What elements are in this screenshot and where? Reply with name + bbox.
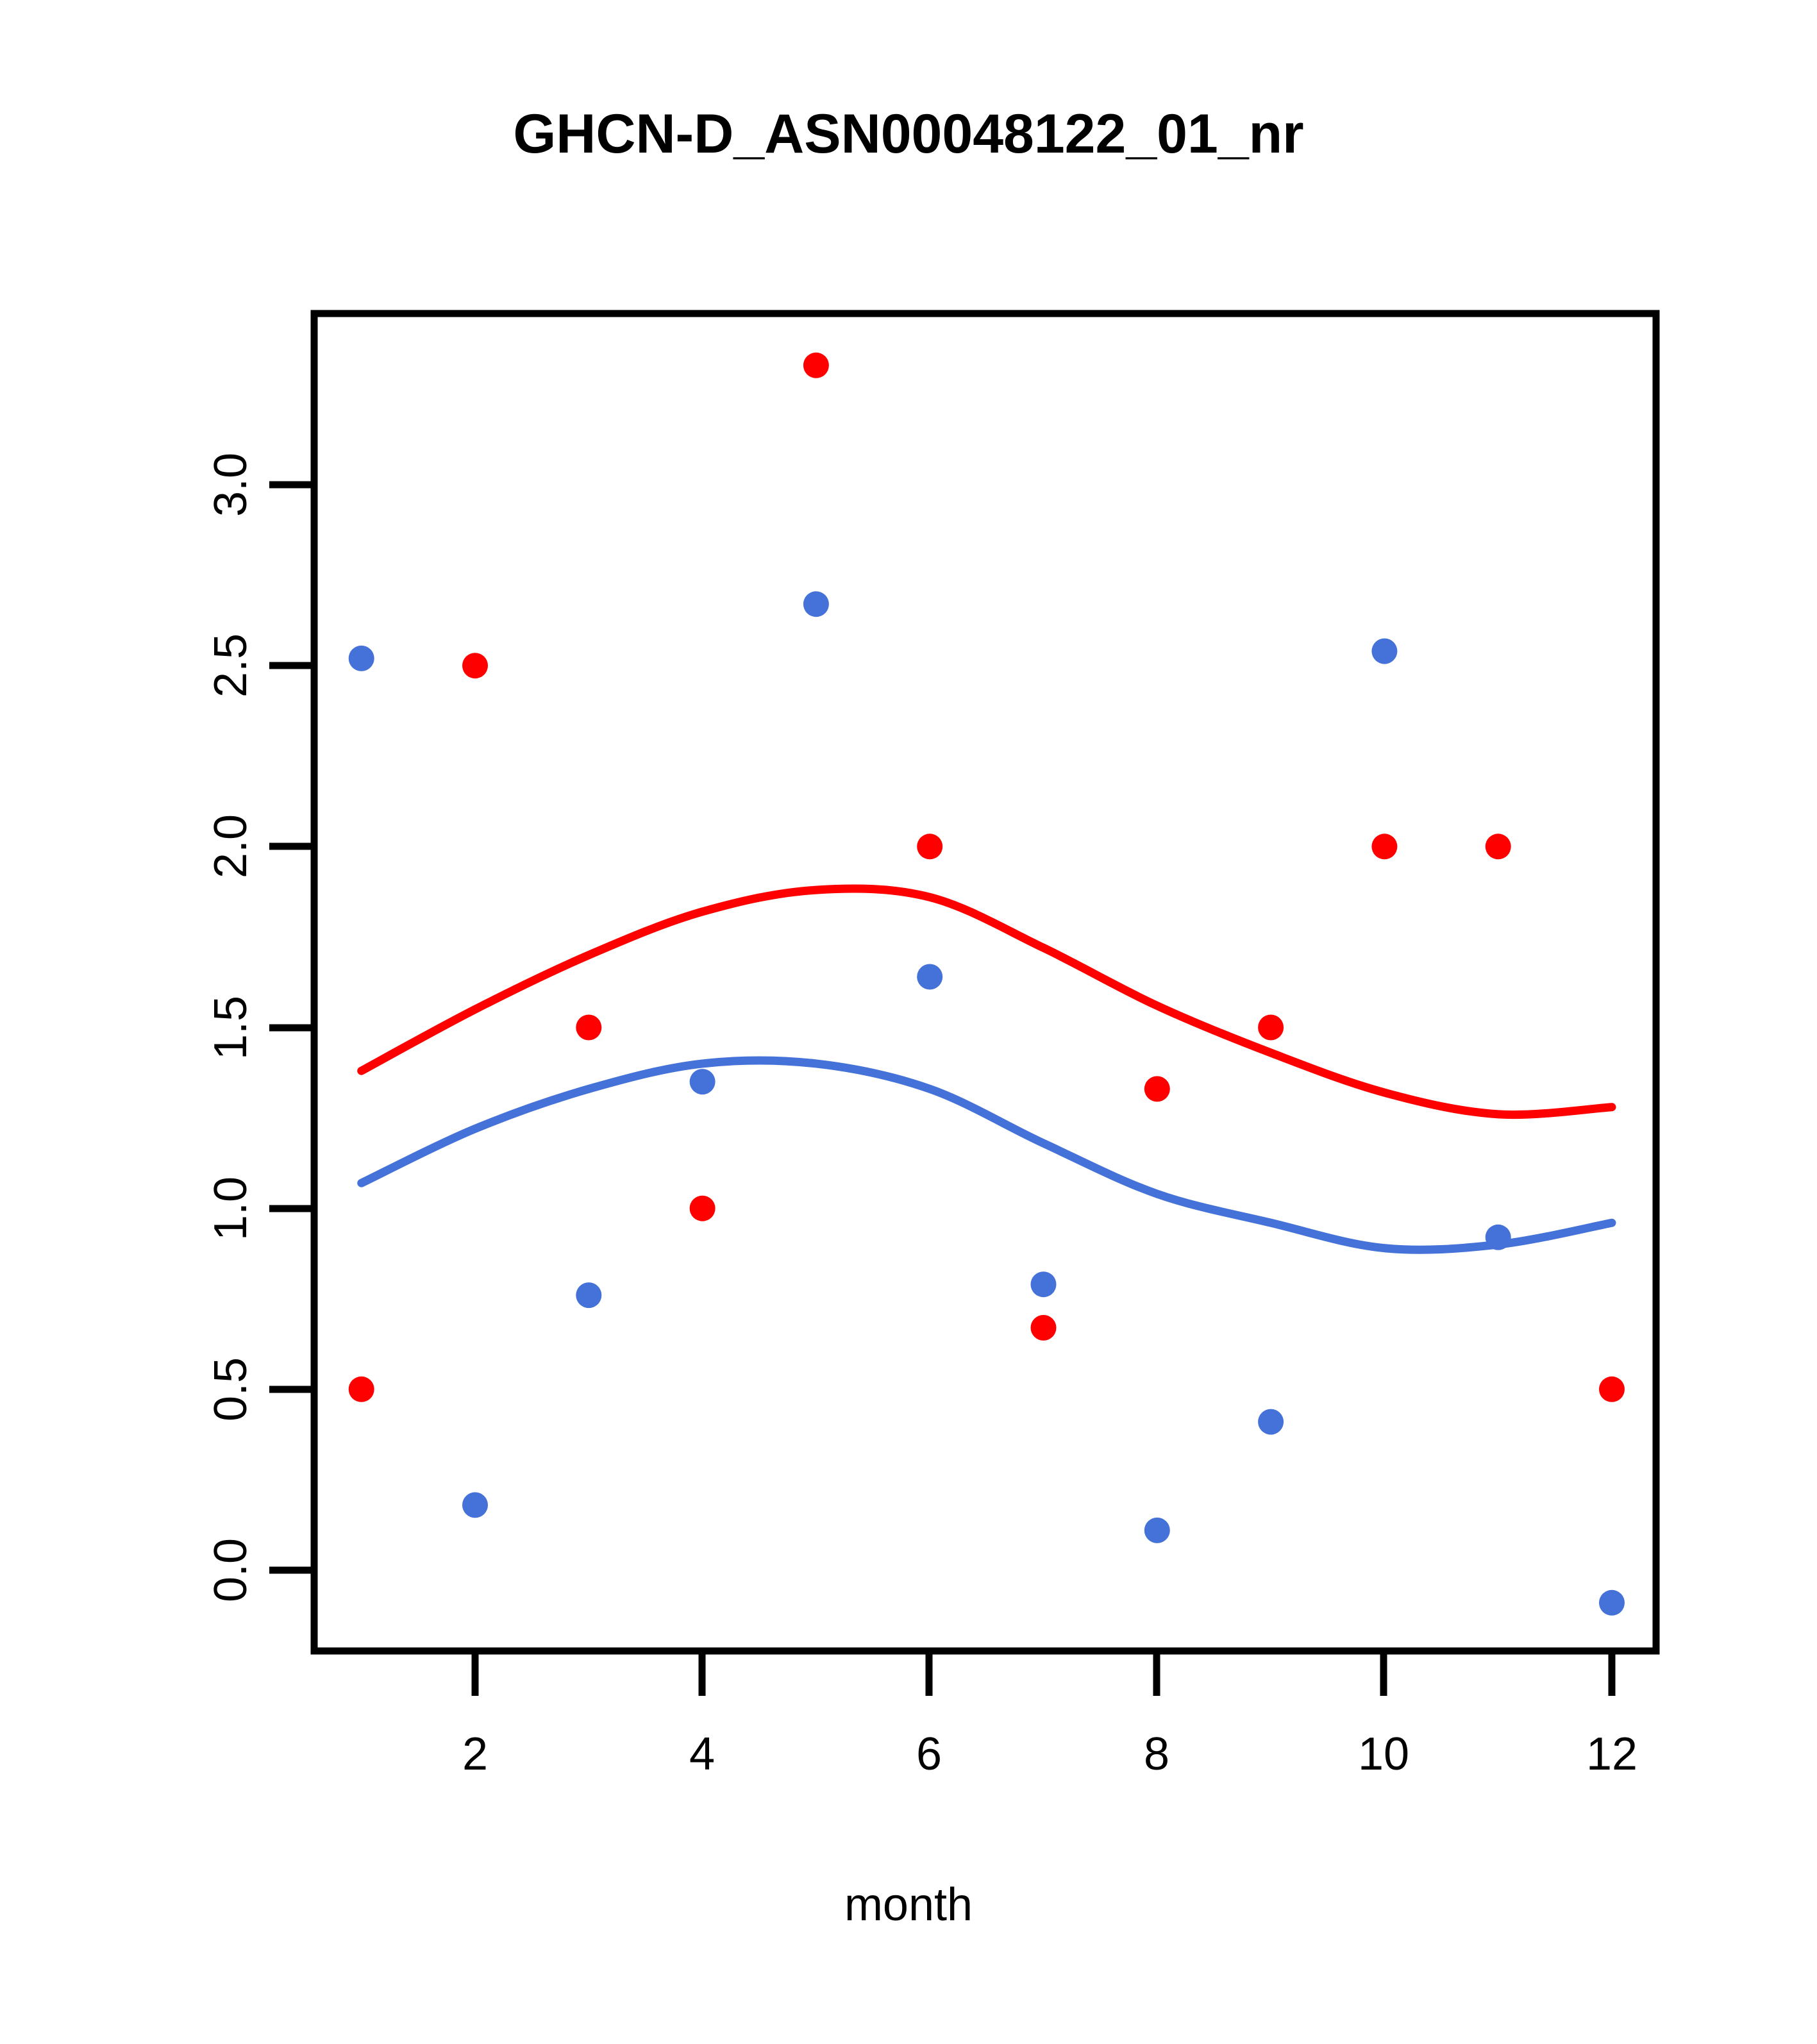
blue-points-marker <box>1485 1224 1511 1250</box>
blue-points-marker <box>803 591 829 617</box>
page-title: GHCN-D_ASN00048122_01_nr <box>513 103 1304 165</box>
y-axis-ticks <box>269 481 314 1574</box>
red-points-marker <box>1485 834 1511 860</box>
plot-frame <box>310 310 1660 1655</box>
blue-points-marker <box>1258 1409 1284 1435</box>
x-tick-label-2: 6 <box>916 1729 942 1780</box>
blue-points-marker <box>1030 1271 1057 1298</box>
x-tick-label-3: 8 <box>1144 1729 1169 1780</box>
x-tick-label-4: 10 <box>1358 1729 1409 1780</box>
blue-points-marker <box>1144 1517 1170 1543</box>
red-points-marker <box>576 1014 602 1041</box>
blue-points-marker <box>1371 638 1398 664</box>
red-smooth-line <box>357 884 1616 1119</box>
red-points-marker <box>462 653 488 679</box>
red-points-marker <box>1371 834 1398 860</box>
x-axis-tick-labels: 2 4 6 8 10 12 <box>462 1729 1637 1780</box>
red-points-marker <box>1599 1376 1625 1402</box>
blue-points-marker <box>689 1069 716 1095</box>
blue-points-marker <box>917 964 943 990</box>
y-tick-label-3: 1.5 <box>205 996 256 1060</box>
x-tick-label-0: 2 <box>462 1729 488 1780</box>
y-tick-label-2: 1.0 <box>205 1177 256 1241</box>
red-points-marker <box>1030 1314 1057 1341</box>
red-points-marker <box>803 352 829 378</box>
x-tick-label-5: 12 <box>1586 1729 1637 1780</box>
blue-points-marker <box>462 1492 488 1518</box>
y-tick-label-1: 0.5 <box>205 1357 256 1421</box>
series-points-group <box>348 352 1625 1616</box>
y-tick-label-6: 3.0 <box>205 453 256 517</box>
x-tick-label-1: 4 <box>689 1729 715 1780</box>
red-points-marker <box>689 1195 716 1221</box>
y-axis-tick-labels: 3.0 2.5 2.0 1.5 1.0 0.5 0.0 <box>205 453 256 1602</box>
y-tick-label-5: 2.5 <box>205 633 256 698</box>
red-points-marker <box>917 834 943 860</box>
red-points-marker <box>348 1376 374 1402</box>
y-tick-label-0: 0.0 <box>205 1538 256 1602</box>
y-tick-label-4: 2.0 <box>205 814 256 878</box>
series-lines-group <box>357 884 1616 1254</box>
red-points-marker <box>1144 1076 1170 1102</box>
blue-points-marker <box>1599 1589 1625 1616</box>
red-points-marker <box>1258 1014 1284 1041</box>
blue-points-marker <box>576 1282 602 1309</box>
x-axis-ticks <box>471 1651 1616 1696</box>
blue-smooth-line <box>357 1056 1616 1254</box>
x-axis-label: month <box>844 1879 973 1931</box>
blue-points-marker <box>348 645 374 671</box>
